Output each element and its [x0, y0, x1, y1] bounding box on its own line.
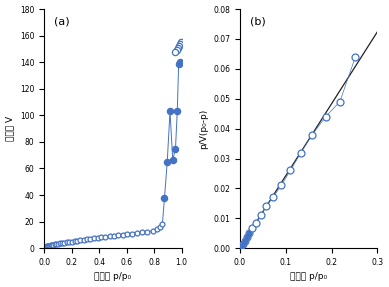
Y-axis label: p/V(p₀-p): p/V(p₀-p) [199, 108, 208, 149]
Text: (b): (b) [250, 16, 265, 26]
X-axis label: 相対圧 p/p₀: 相対圧 p/p₀ [95, 272, 131, 282]
X-axis label: 相対圧 p/p₀: 相対圧 p/p₀ [290, 272, 327, 282]
Text: (a): (a) [54, 16, 70, 26]
Y-axis label: 吸着量 V: 吸着量 V [5, 116, 14, 141]
